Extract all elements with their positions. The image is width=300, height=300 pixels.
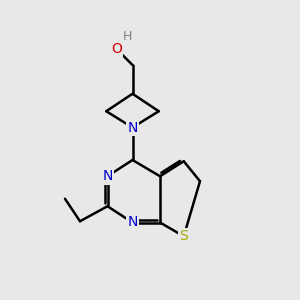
Text: O: O xyxy=(111,42,122,56)
Text: H: H xyxy=(123,30,132,43)
Text: N: N xyxy=(127,215,138,230)
Text: N: N xyxy=(102,169,113,183)
Text: N: N xyxy=(127,121,138,134)
Text: S: S xyxy=(179,229,188,243)
